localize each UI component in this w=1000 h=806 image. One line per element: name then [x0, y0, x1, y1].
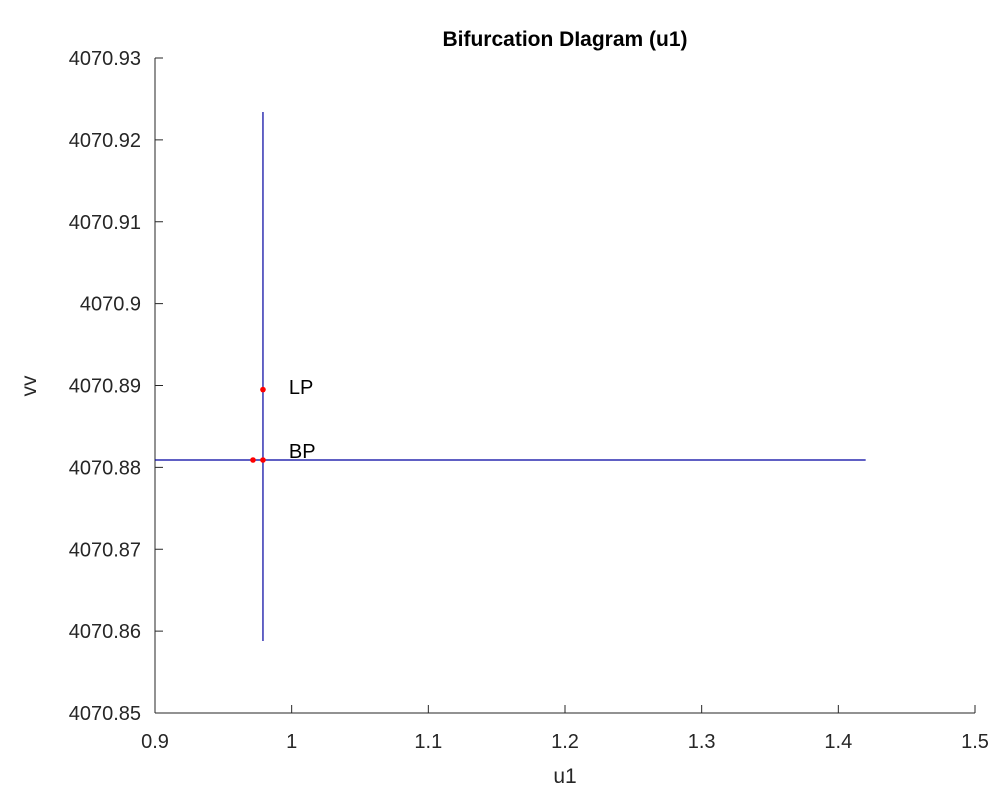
- chart-title: Bifurcation DIagram (u1): [442, 28, 687, 51]
- x-tick-label: 1.5: [961, 731, 989, 753]
- y-tick-label: 4070.92: [69, 130, 141, 152]
- y-tick-label: 4070.86: [69, 621, 141, 643]
- y-tick-label: 4070.88: [69, 457, 141, 479]
- x-axis-label: u1: [553, 765, 576, 788]
- y-tick-label: 4070.91: [69, 212, 141, 234]
- x-tick-label: 1.4: [824, 731, 852, 753]
- point-label-lp: LP: [289, 377, 313, 399]
- x-tick-label: 1.3: [688, 731, 716, 753]
- point-label-bp: BP: [289, 441, 316, 463]
- y-tick-label: 4070.93: [69, 48, 141, 70]
- x-tick-label: 0.9: [141, 731, 169, 753]
- x-tick-label: 1.1: [414, 731, 442, 753]
- y-tick-label: 4070.87: [69, 539, 141, 561]
- y-tick-label: 4070.89: [69, 376, 141, 398]
- y-axis-label: vv: [18, 375, 41, 397]
- x-tick-label: 1: [286, 731, 297, 753]
- bifurcation-point: [260, 457, 266, 463]
- bifurcation-point: [260, 386, 266, 393]
- bifurcation-point: [250, 457, 256, 463]
- y-tick-label: 4070.85: [69, 703, 141, 725]
- x-tick-label: 1.2: [551, 731, 579, 753]
- y-tick-label: 4070.9: [80, 294, 141, 316]
